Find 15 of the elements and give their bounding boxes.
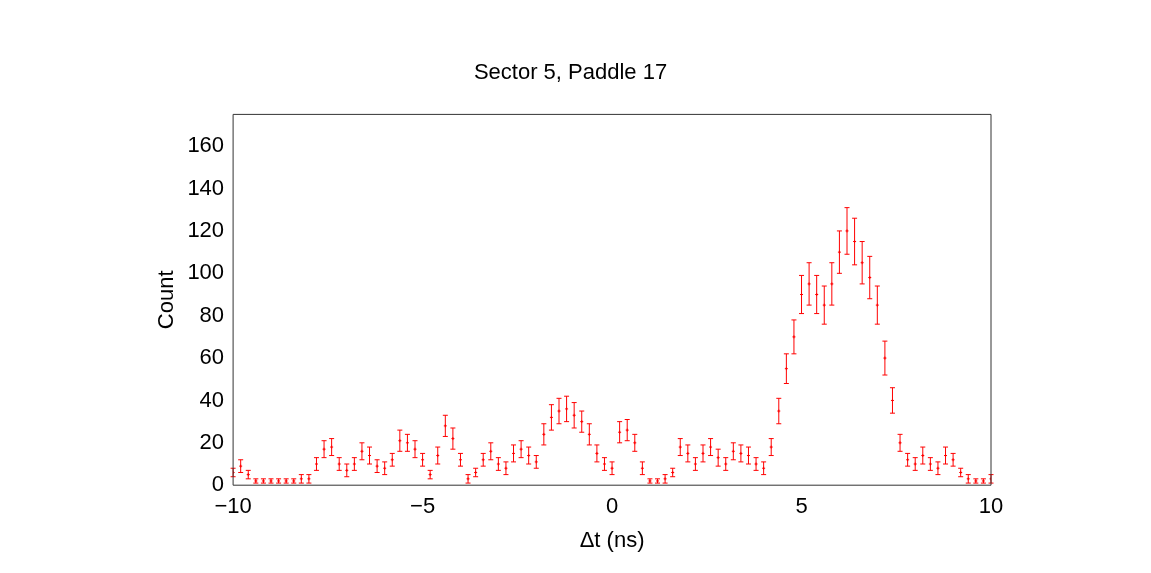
y-tick-label: 80 [199, 301, 225, 327]
x-tick-label: 0 [605, 493, 619, 519]
x-tick-label: 10 [978, 493, 1004, 519]
y-tick-label: 160 [187, 132, 225, 158]
y-tick-label: 140 [187, 174, 225, 200]
y-tick-label: 60 [199, 344, 225, 370]
y-axis-title: Count [153, 270, 179, 330]
x-tick-label: −5 [410, 493, 436, 519]
x-tick-label: 5 [795, 493, 808, 519]
y-tick-label: 40 [199, 386, 225, 412]
y-tick-label: 20 [199, 428, 225, 454]
chart-title: Sector 5, Paddle 17 [473, 59, 668, 85]
y-tick-label: 120 [187, 217, 225, 242]
x-axis-title: Δt (ns) [579, 526, 645, 552]
y-tick-label: 100 [187, 259, 225, 285]
